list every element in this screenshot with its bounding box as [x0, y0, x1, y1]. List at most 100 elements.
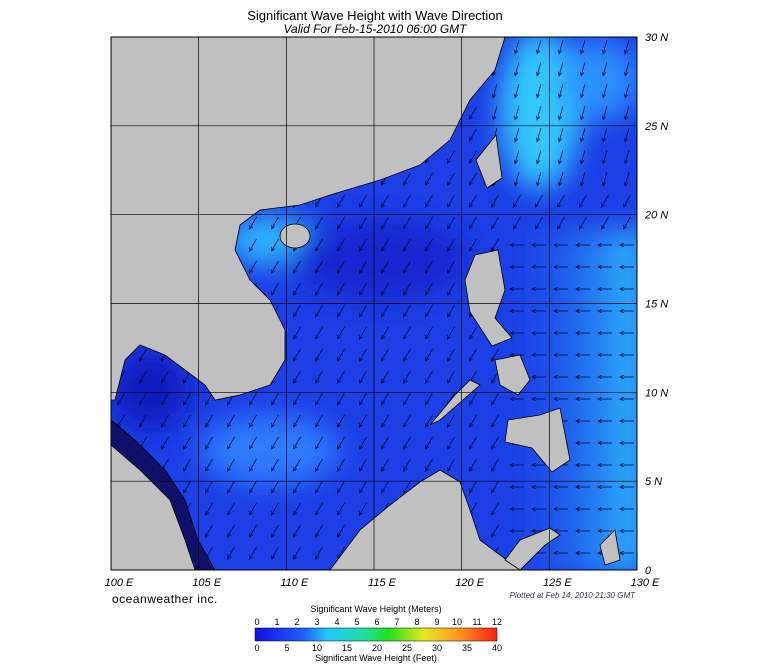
latitude-label: 20 N [644, 210, 668, 222]
meters-tick-label: 0 [254, 617, 259, 627]
wave-arrow [359, 260, 367, 274]
wave-arrow [575, 462, 590, 468]
wave-arrow [227, 436, 235, 450]
wave-arrow [469, 480, 477, 494]
wave-arrow [139, 348, 147, 362]
wave-arrow [381, 304, 389, 318]
wave-arrow [161, 436, 169, 450]
wave-arrow [337, 304, 345, 318]
wave-arrow [315, 260, 323, 274]
wave-arrow [161, 392, 169, 406]
wave-arrow [359, 348, 367, 362]
wave-arrow [553, 484, 568, 490]
wave-arrow [579, 106, 586, 121]
wave-arrow [293, 348, 301, 362]
wave-arrow [553, 396, 568, 402]
wave-arrow [509, 264, 524, 270]
wave-arrow [227, 524, 235, 538]
wave-arrow [359, 392, 367, 406]
wave-arrow [557, 40, 564, 55]
wave-arrow [553, 352, 568, 358]
wave-arrow [601, 62, 608, 77]
wave-arrow [513, 216, 521, 230]
wave-arrow [447, 414, 455, 428]
wave-arrow [293, 282, 301, 296]
wave-arrow [337, 260, 345, 274]
wave-arrow [227, 546, 235, 560]
map-area [111, 37, 637, 570]
wave-arrow [183, 480, 191, 494]
wave-arrow [509, 396, 524, 402]
wave-arrow [557, 172, 564, 187]
wave-arrow [425, 370, 433, 384]
wave-arrow [205, 502, 213, 516]
wave-arrow [619, 440, 634, 446]
wave-arrow [557, 62, 564, 77]
wave-arrow [601, 150, 608, 165]
wave-arrow [425, 458, 433, 472]
wave-arrow [337, 348, 345, 362]
wave-arrow [535, 84, 542, 99]
wave-arrow [403, 194, 411, 208]
wave-arrow [469, 194, 477, 208]
wave-arrow [271, 238, 279, 252]
wave-arrow [597, 286, 612, 292]
wave-arrow [271, 260, 279, 274]
wave-arrow [619, 308, 634, 314]
wave-arrow [381, 414, 389, 428]
wave-arrow [623, 128, 630, 143]
wave-arrow [359, 436, 367, 450]
land [111, 37, 621, 570]
wave-arrow [337, 436, 345, 450]
wave-arrow [447, 282, 455, 296]
wave-arrow [579, 216, 587, 230]
wave-arrow [293, 546, 301, 560]
wave-arrow [531, 308, 546, 314]
wave-arrow [315, 326, 323, 340]
latitude-label: 30 N [645, 32, 668, 44]
wave-arrow [597, 242, 612, 248]
meters-tick-label: 4 [334, 617, 339, 627]
wave-arrow [161, 370, 169, 384]
wave-arrow [139, 370, 147, 384]
wave-arrow [513, 106, 520, 121]
wave-arrow [271, 546, 279, 560]
plotted-time: Plotted at Feb 14, 2010 21:30 GMT [510, 591, 637, 600]
wave-arrow [531, 242, 546, 248]
feet-tick-label: 15 [342, 643, 352, 653]
wave-arrow [425, 194, 433, 208]
wave-arrow [469, 326, 477, 340]
wave-arrow [359, 370, 367, 384]
wave-arrow [403, 326, 411, 340]
wave-arrow [579, 62, 586, 77]
wave-arrow [359, 326, 367, 340]
wave-arrow [315, 436, 323, 450]
wave-arrow [271, 436, 279, 450]
wave-arrow [557, 84, 564, 99]
wave-arrow [623, 40, 630, 55]
wave-arrow [249, 458, 257, 472]
wave-arrow [601, 40, 608, 55]
wave-arrow [337, 238, 345, 252]
legend-title-feet: Significant Wave Height (Feet) [315, 653, 437, 663]
wave-arrow [271, 458, 279, 472]
wave-arrow [509, 528, 524, 534]
wave-arrow [491, 524, 499, 538]
longitude-label: 130 E [631, 577, 660, 589]
wave-arrow [359, 480, 367, 494]
latitude-label: 5 N [645, 476, 662, 488]
wave-arrow [531, 286, 546, 292]
wave-arrow [469, 238, 477, 252]
wave-arrow [249, 392, 257, 406]
wave-arrow [425, 392, 433, 406]
wave-arrow [575, 418, 590, 424]
wave-arrow [531, 374, 546, 380]
wave-arrow [337, 194, 345, 208]
wave-arrow [579, 40, 586, 55]
longitude-label: 105 E [192, 577, 221, 589]
wave-arrow [601, 106, 608, 121]
wave-arrow [619, 396, 634, 402]
wave-arrow [513, 172, 520, 187]
wave-arrow [293, 414, 301, 428]
longitude-label: 110 E [280, 577, 309, 589]
